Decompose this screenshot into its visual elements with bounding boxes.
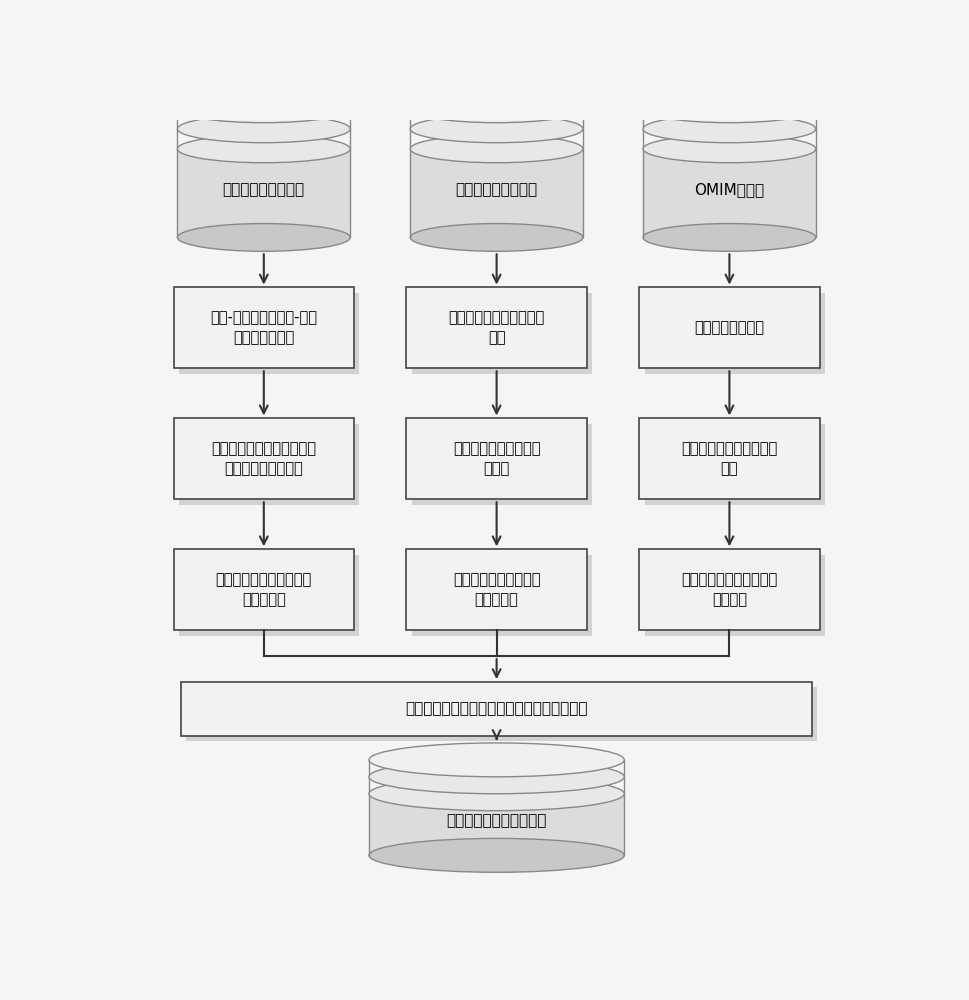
- Bar: [643, 149, 816, 237]
- Text: 潜在关联基因候选数据库: 潜在关联基因候选数据库: [447, 813, 547, 828]
- FancyBboxPatch shape: [640, 549, 820, 630]
- Text: 同现基因与新基因相关
度计算: 同现基因与新基因相关 度计算: [453, 441, 541, 476]
- Ellipse shape: [410, 95, 583, 123]
- FancyBboxPatch shape: [412, 555, 592, 636]
- FancyBboxPatch shape: [173, 549, 354, 630]
- FancyBboxPatch shape: [412, 424, 592, 505]
- Text: 回归预测的疾病潜在关联
基因预测: 回归预测的疾病潜在关联 基因预测: [681, 572, 777, 607]
- FancyBboxPatch shape: [181, 682, 812, 736]
- FancyBboxPatch shape: [412, 293, 592, 374]
- FancyBboxPatch shape: [644, 293, 825, 374]
- Ellipse shape: [177, 115, 350, 143]
- FancyBboxPatch shape: [179, 424, 359, 505]
- FancyBboxPatch shape: [640, 287, 820, 368]
- Text: 获取疾病已知基因: 获取疾病已知基因: [695, 320, 765, 335]
- Ellipse shape: [369, 760, 624, 794]
- Text: 同现表型、基因与非相关文
献关联的相关度计算: 同现表型、基因与非相关文 献关联的相关度计算: [211, 441, 316, 476]
- FancyBboxPatch shape: [644, 424, 825, 505]
- FancyBboxPatch shape: [644, 555, 825, 636]
- Text: 非相关文献的疾病潜在关
联基因预测: 非相关文献的疾病潜在关 联基因预测: [216, 572, 312, 607]
- Bar: [410, 149, 583, 237]
- FancyBboxPatch shape: [407, 549, 586, 630]
- Ellipse shape: [369, 743, 624, 777]
- Ellipse shape: [177, 135, 350, 163]
- Text: 功能相似的疾病潜在关
联基因预测: 功能相似的疾病潜在关 联基因预测: [453, 572, 541, 607]
- Ellipse shape: [369, 838, 624, 872]
- Ellipse shape: [643, 224, 816, 251]
- FancyBboxPatch shape: [407, 418, 586, 499]
- Ellipse shape: [643, 115, 816, 143]
- FancyBboxPatch shape: [173, 418, 354, 499]
- FancyBboxPatch shape: [186, 687, 817, 741]
- Text: 疾病-同现表型及疾病-同现
基因相关度计算: 疾病-同现表型及疾病-同现 基因相关度计算: [210, 310, 317, 345]
- Bar: [369, 794, 624, 855]
- Text: OMIM数据库: OMIM数据库: [695, 182, 765, 197]
- Ellipse shape: [177, 95, 350, 123]
- Text: 疾病与其同现表型相关度
计算: 疾病与其同现表型相关度 计算: [681, 441, 777, 476]
- FancyBboxPatch shape: [407, 287, 586, 368]
- Text: 功能相似基因数据库: 功能相似基因数据库: [455, 182, 538, 197]
- Ellipse shape: [410, 115, 583, 143]
- Text: 基于决策级信息融合的疾病潜在关联基因预测: 基于决策级信息融合的疾病潜在关联基因预测: [405, 702, 588, 717]
- Ellipse shape: [177, 224, 350, 251]
- Ellipse shape: [643, 135, 816, 163]
- FancyBboxPatch shape: [173, 287, 354, 368]
- FancyBboxPatch shape: [179, 293, 359, 374]
- Ellipse shape: [410, 135, 583, 163]
- Ellipse shape: [643, 95, 816, 123]
- Ellipse shape: [369, 777, 624, 811]
- Text: 疾病生物网络数据库: 疾病生物网络数据库: [223, 182, 305, 197]
- Text: 疾病与其同现基因相关度
计算: 疾病与其同现基因相关度 计算: [449, 310, 545, 345]
- Ellipse shape: [410, 224, 583, 251]
- FancyBboxPatch shape: [179, 555, 359, 636]
- Bar: [177, 149, 350, 237]
- FancyBboxPatch shape: [640, 418, 820, 499]
